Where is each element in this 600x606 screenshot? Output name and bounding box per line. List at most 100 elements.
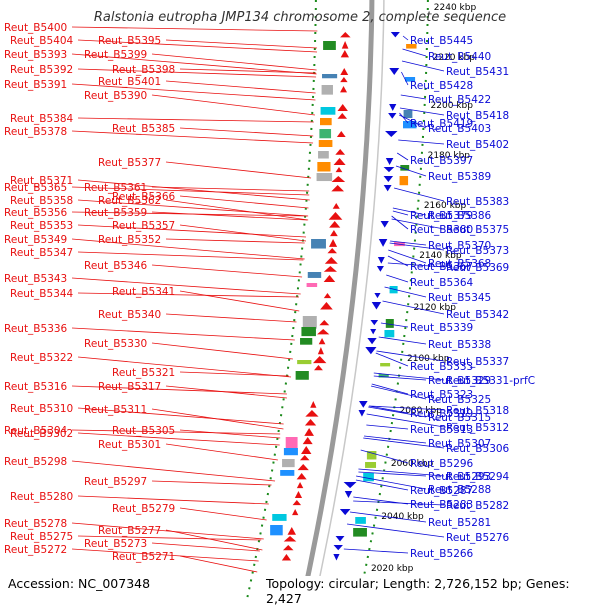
feature-box <box>280 470 295 476</box>
scale-label: 2180 kbp <box>428 151 471 161</box>
red-gene-arrow <box>331 185 345 192</box>
right-gene-label: Reut_B5315 <box>428 412 491 424</box>
blue-gene-arrow <box>370 320 379 326</box>
left-gene-label: Reut_B5344 <box>10 288 74 300</box>
left-gene-label: Reut_B5272 <box>4 544 67 556</box>
right-leader-line <box>384 286 427 298</box>
feature-box <box>285 437 298 449</box>
blue-gene-arrow <box>380 221 389 228</box>
blue-gene-arrow <box>383 176 394 182</box>
right-leader-line <box>355 479 409 491</box>
red-gene-arrow <box>320 302 333 310</box>
left-leader-line <box>179 127 314 137</box>
feature-box <box>399 176 409 186</box>
right-gene-label: Reut_B5333 <box>410 361 473 373</box>
right-gene-label: Reut_B5339 <box>410 322 473 334</box>
right-leader-line <box>366 413 445 428</box>
right-gene-label: Reut_B5386 <box>428 210 492 222</box>
right-gene-label: Reut_B5296 <box>410 458 474 470</box>
right-leader-line <box>395 165 427 177</box>
right-gene-label: Reut_B5306 <box>446 443 510 455</box>
left-gene-label: Reut_B5384 <box>10 113 74 125</box>
right-leader-line <box>376 350 445 362</box>
left-leader-line <box>165 529 263 551</box>
feature-box <box>320 118 332 126</box>
blue-gene-arrow <box>389 104 397 112</box>
left-gene-label: Reut_B5358 <box>10 195 73 207</box>
red-gene-arrow <box>335 167 343 173</box>
left-gene-label: Reut_B5398 <box>112 64 175 76</box>
red-gene-arrow <box>323 266 337 272</box>
right-leader-line <box>343 548 409 554</box>
blue-gene-arrow <box>377 257 385 264</box>
red-gene-arrow <box>304 419 317 426</box>
blue-gene-arrow <box>376 266 384 272</box>
left-leader-line <box>151 94 316 116</box>
left-gene-label: Reut_B5310 <box>10 403 73 415</box>
red-gene-arrow <box>302 437 313 445</box>
right-gene-label: Reut_B5345 <box>428 292 491 304</box>
red-gene-arrow <box>335 149 346 155</box>
right-gene-label: Reut_B5370 <box>428 240 491 252</box>
left-gene-label: Reut_B5356 <box>4 207 68 219</box>
right-gene-label: Reut_B5294 <box>446 471 510 483</box>
left-gene-label: Reut_B5302 <box>10 428 73 440</box>
feature-box <box>302 316 317 329</box>
left-leader-line <box>179 429 281 439</box>
red-gene-arrow <box>299 455 310 461</box>
right-gene-label: Reut_B5337 <box>446 356 509 368</box>
right-leader-line <box>399 112 409 124</box>
right-gene-label: Reut_B5389 <box>428 171 491 183</box>
red-gene-arrow <box>296 473 307 480</box>
right-leader-line <box>399 107 445 116</box>
right-leader-line <box>349 511 427 523</box>
left-gene-label: Reut_B5366 <box>112 191 176 203</box>
left-gene-label: Reut_B5404 <box>10 35 74 47</box>
feature-box <box>319 129 332 139</box>
feature-box <box>316 173 333 182</box>
left-leader-line <box>179 555 258 573</box>
left-gene-label: Reut_B5391 <box>4 79 67 91</box>
red-gene-arrow <box>317 329 330 335</box>
right-leader-line <box>400 94 427 100</box>
feature-box <box>321 85 333 95</box>
blue-gene-arrow <box>385 158 394 165</box>
right-gene-label: Reut_B5288 <box>428 484 491 496</box>
right-gene-label: Reut_B5293 <box>428 471 491 483</box>
feature-box <box>322 74 338 79</box>
left-leader-line <box>179 290 300 312</box>
red-gene-arrow <box>331 176 346 182</box>
map-title: Ralstonia eutropha JMP134 chromosome 2, … <box>93 10 507 25</box>
blue-gene-arrow <box>344 491 353 499</box>
left-gene-label: Reut_B5298 <box>4 456 67 468</box>
left-gene-label: Reut_B5343 <box>4 273 67 285</box>
left-leader-line <box>165 39 318 49</box>
left-leader-line <box>71 130 314 144</box>
red-gene-arrow <box>283 536 297 542</box>
right-leader-line <box>391 215 409 230</box>
right-leader-line <box>346 523 445 538</box>
left-leader-line <box>77 179 310 201</box>
right-gene-label: Reut_B5283 <box>410 499 473 511</box>
left-leader-line <box>77 117 314 123</box>
left-leader-line <box>151 480 272 486</box>
left-gene-label: Reut_B5401 <box>98 76 161 88</box>
feature-box <box>300 338 313 345</box>
red-gene-arrow <box>324 257 338 264</box>
left-leader-line <box>77 535 262 541</box>
left-gene-label: Reut_B5321 <box>112 367 175 379</box>
left-gene-label: Reut_B5399 <box>84 49 147 61</box>
right-gene-label: Reut_B5402 <box>446 139 509 151</box>
feature-box <box>363 473 374 482</box>
red-gene-arrow <box>332 203 340 209</box>
right-leader-line <box>369 405 445 411</box>
right-gene-label: Reut_B5338 <box>428 339 491 351</box>
left-gene-label: Reut_B5330 <box>84 338 147 350</box>
right-gene-label: Reut_B5282 <box>446 500 509 512</box>
left-gene-label: Reut_B5347 <box>10 247 73 259</box>
feature-box <box>403 121 417 129</box>
red-gene-arrow <box>304 428 314 436</box>
right-gene-label: Reut_B5379 <box>410 210 473 222</box>
left-leader-line <box>71 327 295 341</box>
left-leader-line <box>179 371 289 377</box>
